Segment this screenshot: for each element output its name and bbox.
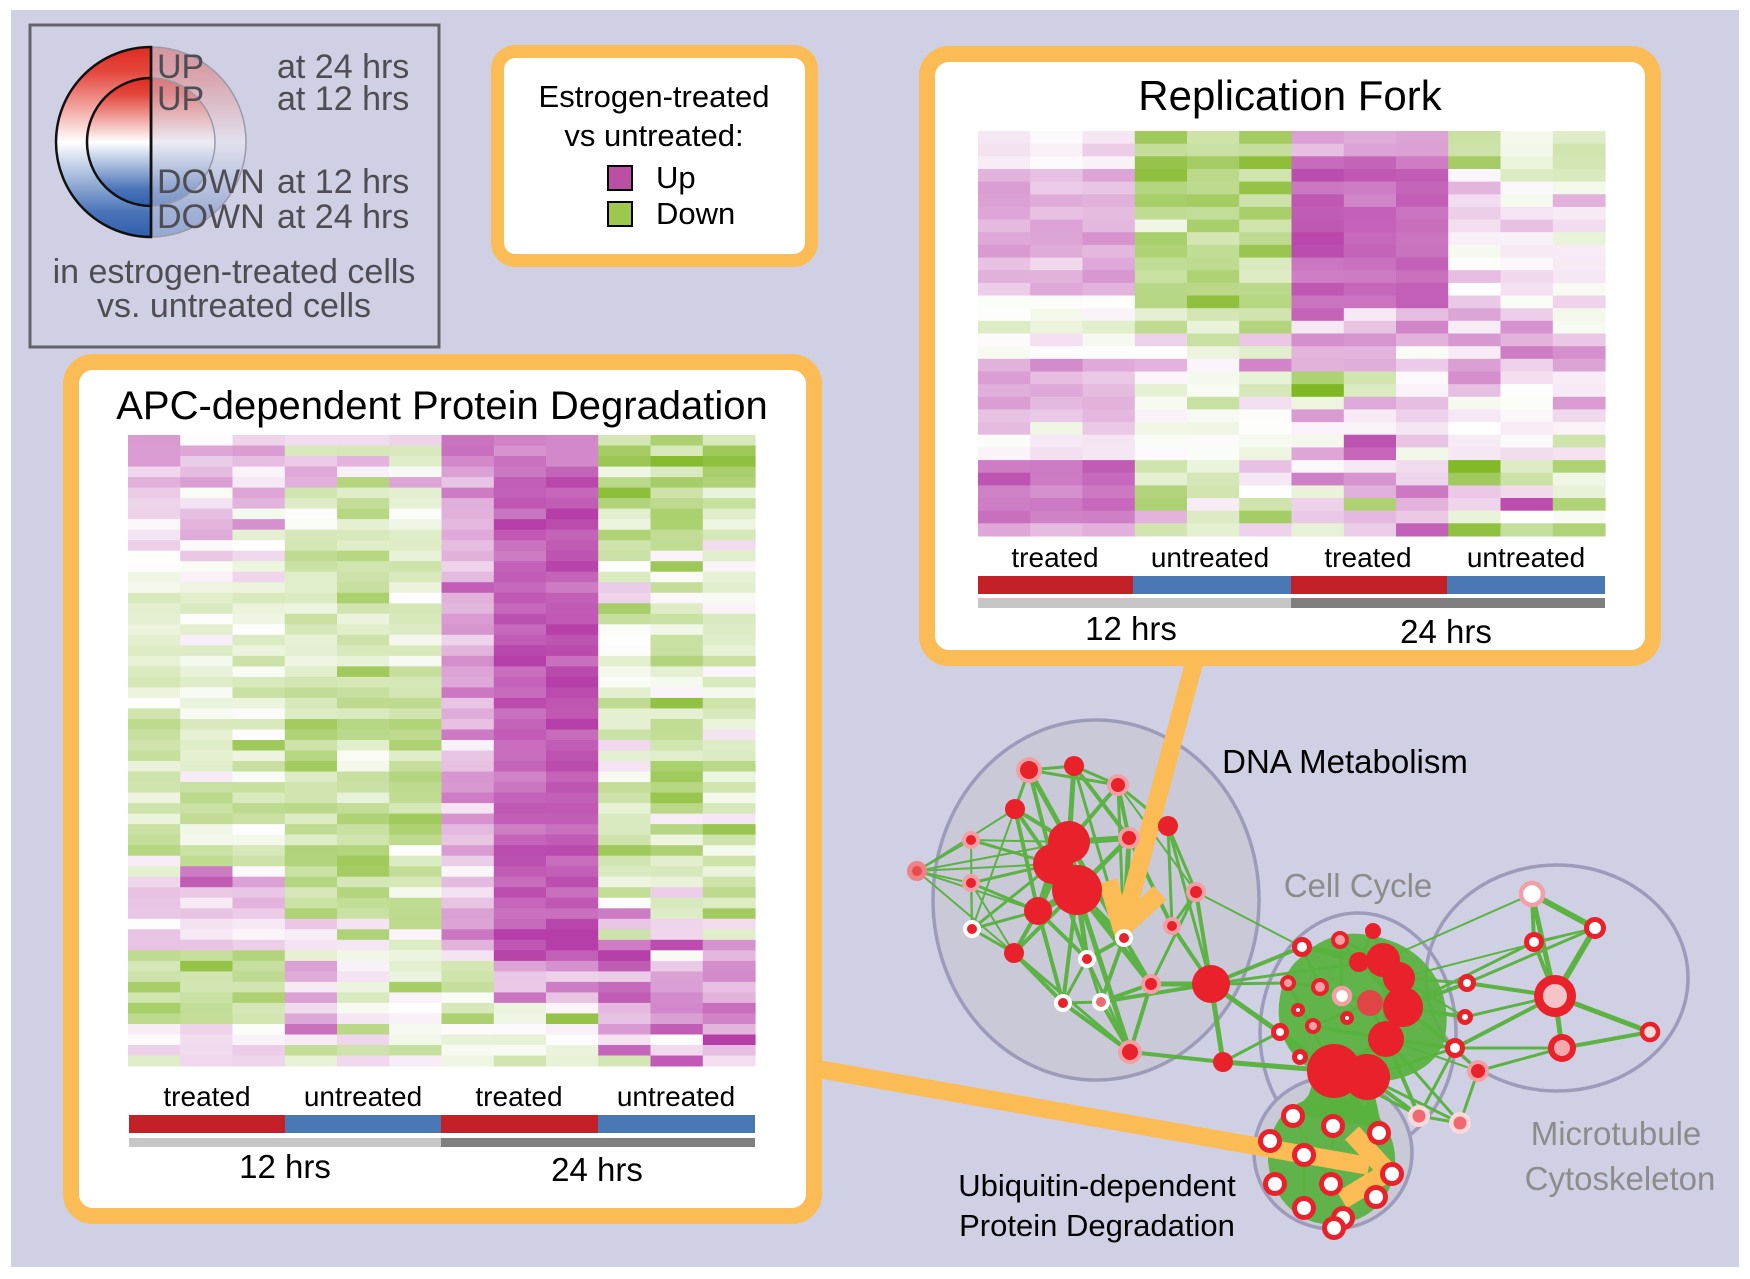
svg-text:untreated: untreated bbox=[304, 1081, 422, 1112]
svg-text:DOWN: DOWN bbox=[157, 163, 265, 201]
svg-text:at 24 hrs: at 24 hrs bbox=[277, 198, 409, 236]
svg-text:treated: treated bbox=[1324, 542, 1411, 573]
svg-text:APC-dependent Protein Degradat: APC-dependent Protein Degradation bbox=[116, 384, 768, 428]
svg-text:at 12 hrs: at 12 hrs bbox=[277, 163, 409, 201]
svg-text:Protein Degradation: Protein Degradation bbox=[959, 1208, 1235, 1243]
svg-text:at 24 hrs: at 24 hrs bbox=[277, 48, 409, 86]
svg-text:treated: treated bbox=[475, 1081, 562, 1112]
svg-text:untreated: untreated bbox=[617, 1081, 735, 1112]
svg-text:Up: Up bbox=[656, 160, 696, 195]
svg-text:untreated: untreated bbox=[1467, 542, 1585, 573]
svg-text:UP: UP bbox=[157, 48, 204, 86]
svg-text:vs. untreated cells: vs. untreated cells bbox=[97, 287, 371, 325]
svg-text:24 hrs: 24 hrs bbox=[1400, 613, 1492, 650]
svg-text:at 12 hrs: at 12 hrs bbox=[277, 80, 409, 118]
svg-text:UP: UP bbox=[157, 80, 204, 118]
svg-text:Microtubule: Microtubule bbox=[1531, 1115, 1702, 1152]
svg-text:12 hrs: 12 hrs bbox=[1085, 610, 1177, 647]
svg-text:Estrogen-treated: Estrogen-treated bbox=[539, 79, 770, 114]
svg-text:Ubiquitin-dependent: Ubiquitin-dependent bbox=[958, 1168, 1236, 1203]
svg-text:24 hrs: 24 hrs bbox=[551, 1151, 643, 1188]
svg-text:treated: treated bbox=[1011, 542, 1098, 573]
svg-text:12 hrs: 12 hrs bbox=[239, 1148, 331, 1185]
svg-text:Replication Fork: Replication Fork bbox=[1138, 72, 1442, 119]
svg-text:vs untreated:: vs untreated: bbox=[564, 118, 743, 153]
svg-text:in estrogen-treated cells: in estrogen-treated cells bbox=[53, 253, 416, 291]
svg-text:DNA Metabolism: DNA Metabolism bbox=[1222, 743, 1468, 780]
svg-text:Cell Cycle: Cell Cycle bbox=[1284, 867, 1433, 904]
svg-text:Cytoskeleton: Cytoskeleton bbox=[1525, 1160, 1716, 1197]
svg-text:untreated: untreated bbox=[1151, 542, 1269, 573]
svg-text:DOWN: DOWN bbox=[157, 198, 265, 236]
svg-text:Down: Down bbox=[656, 196, 735, 231]
svg-text:treated: treated bbox=[163, 1081, 250, 1112]
